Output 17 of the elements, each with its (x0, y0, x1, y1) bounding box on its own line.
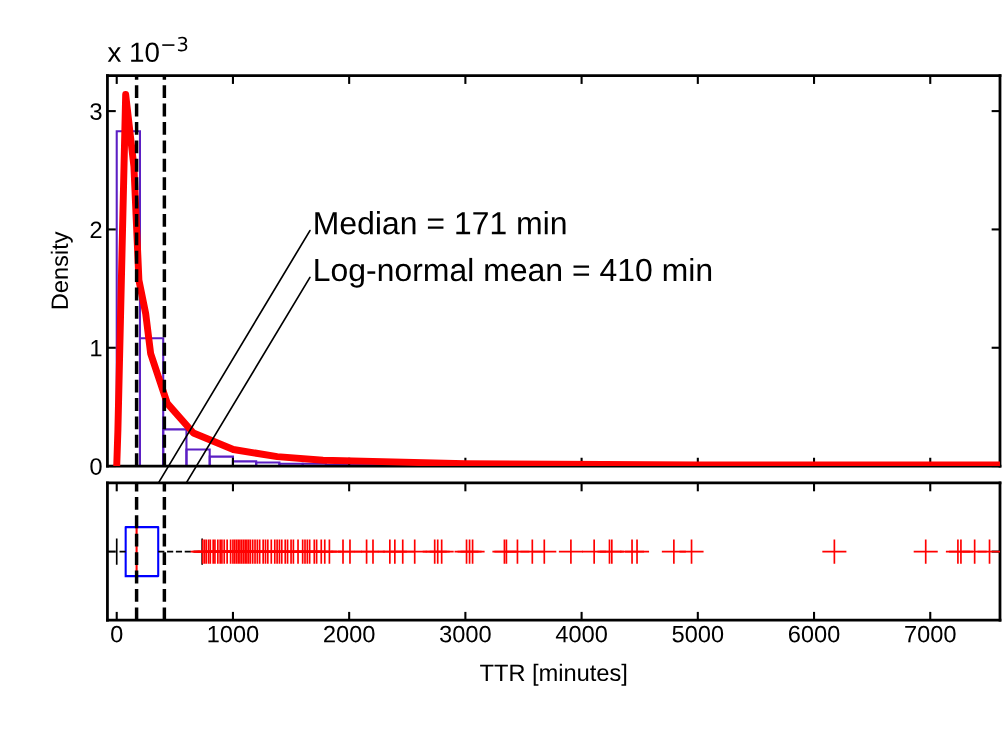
text: x 10$^{−3}$ (107, 36, 188, 63)
annotation: Log-normal mean = 410 min (315, 257, 712, 288)
x-axis-title: TTR [minutes] (480, 663, 627, 686)
x-tick-label: 3000 (440, 625, 491, 643)
x-tick-label: 5000 (672, 625, 724, 643)
x-tick-label: 1000 (208, 625, 259, 643)
y-tick-label: 3 (90, 103, 102, 120)
y-tick-label: 0 (90, 458, 102, 475)
x-tick-label: 0 (111, 625, 123, 643)
annotation: Median = 171 min (315, 211, 566, 235)
y-tick-label: 2 (90, 221, 102, 238)
y-axis-title: Density (50, 231, 73, 309)
x-tick-label: 6000 (788, 625, 840, 643)
y-tick-label: 1 (91, 340, 102, 357)
x-tick-label: 7000 (905, 625, 956, 643)
x-tick-label: 2000 (324, 625, 375, 643)
x-tick-label: 4000 (555, 625, 607, 643)
